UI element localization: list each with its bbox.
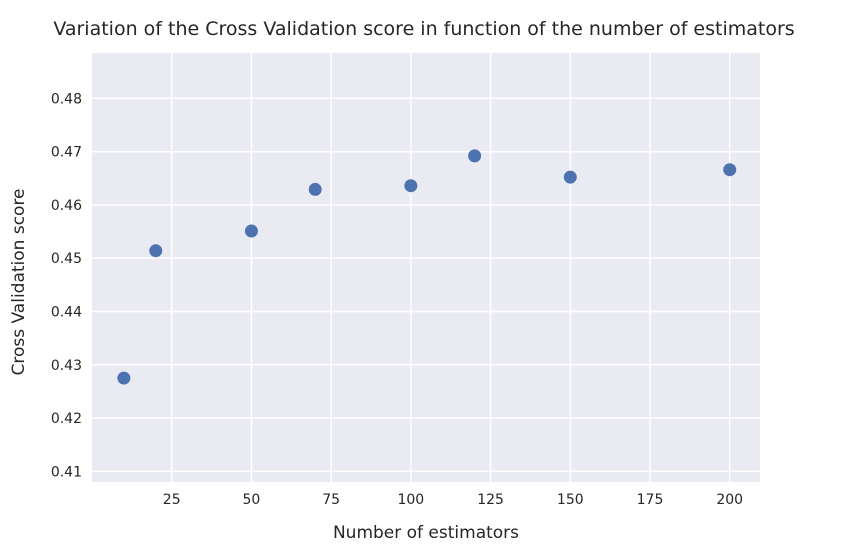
y-tick-label: 0.45: [51, 251, 82, 267]
data-point: [308, 182, 322, 196]
data-point: [468, 149, 482, 163]
data-point: [244, 224, 258, 238]
x-tick-label: 200: [716, 492, 743, 508]
y-tick-label: 0.42: [51, 411, 82, 427]
y-tick-label: 0.48: [51, 91, 82, 107]
x-tick-label: 100: [397, 492, 424, 508]
y-tick-label: 0.44: [51, 304, 82, 320]
y-tick-label: 0.41: [51, 464, 82, 480]
plot-area: [92, 53, 760, 482]
x-tick-label: 25: [163, 492, 181, 508]
x-tick-label: 50: [243, 492, 261, 508]
data-point: [149, 244, 163, 258]
y-axis-ticks: 0.41 0.42 0.43 0.44 0.45 0.46 0.47 0.48: [51, 91, 82, 480]
x-axis-label: Number of estimators: [333, 523, 519, 543]
x-tick-label: 150: [557, 492, 584, 508]
data-point: [117, 371, 131, 385]
data-point: [404, 179, 418, 193]
y-tick-label: 0.43: [51, 358, 82, 374]
chart-title: Variation of the Cross Validation score …: [53, 18, 794, 40]
x-tick-label: 125: [477, 492, 504, 508]
x-tick-label: 175: [637, 492, 664, 508]
x-axis-ticks: 25 50 75 100 125 150 175 200: [163, 492, 743, 508]
gridlines: [92, 53, 760, 482]
y-tick-label: 0.46: [51, 198, 82, 214]
y-axis-label: Cross Validation score: [9, 188, 29, 375]
data-point: [723, 163, 737, 177]
x-tick-label: 75: [322, 492, 340, 508]
y-tick-label: 0.47: [51, 145, 82, 161]
data-point: [563, 170, 577, 184]
data-points: [117, 149, 737, 385]
